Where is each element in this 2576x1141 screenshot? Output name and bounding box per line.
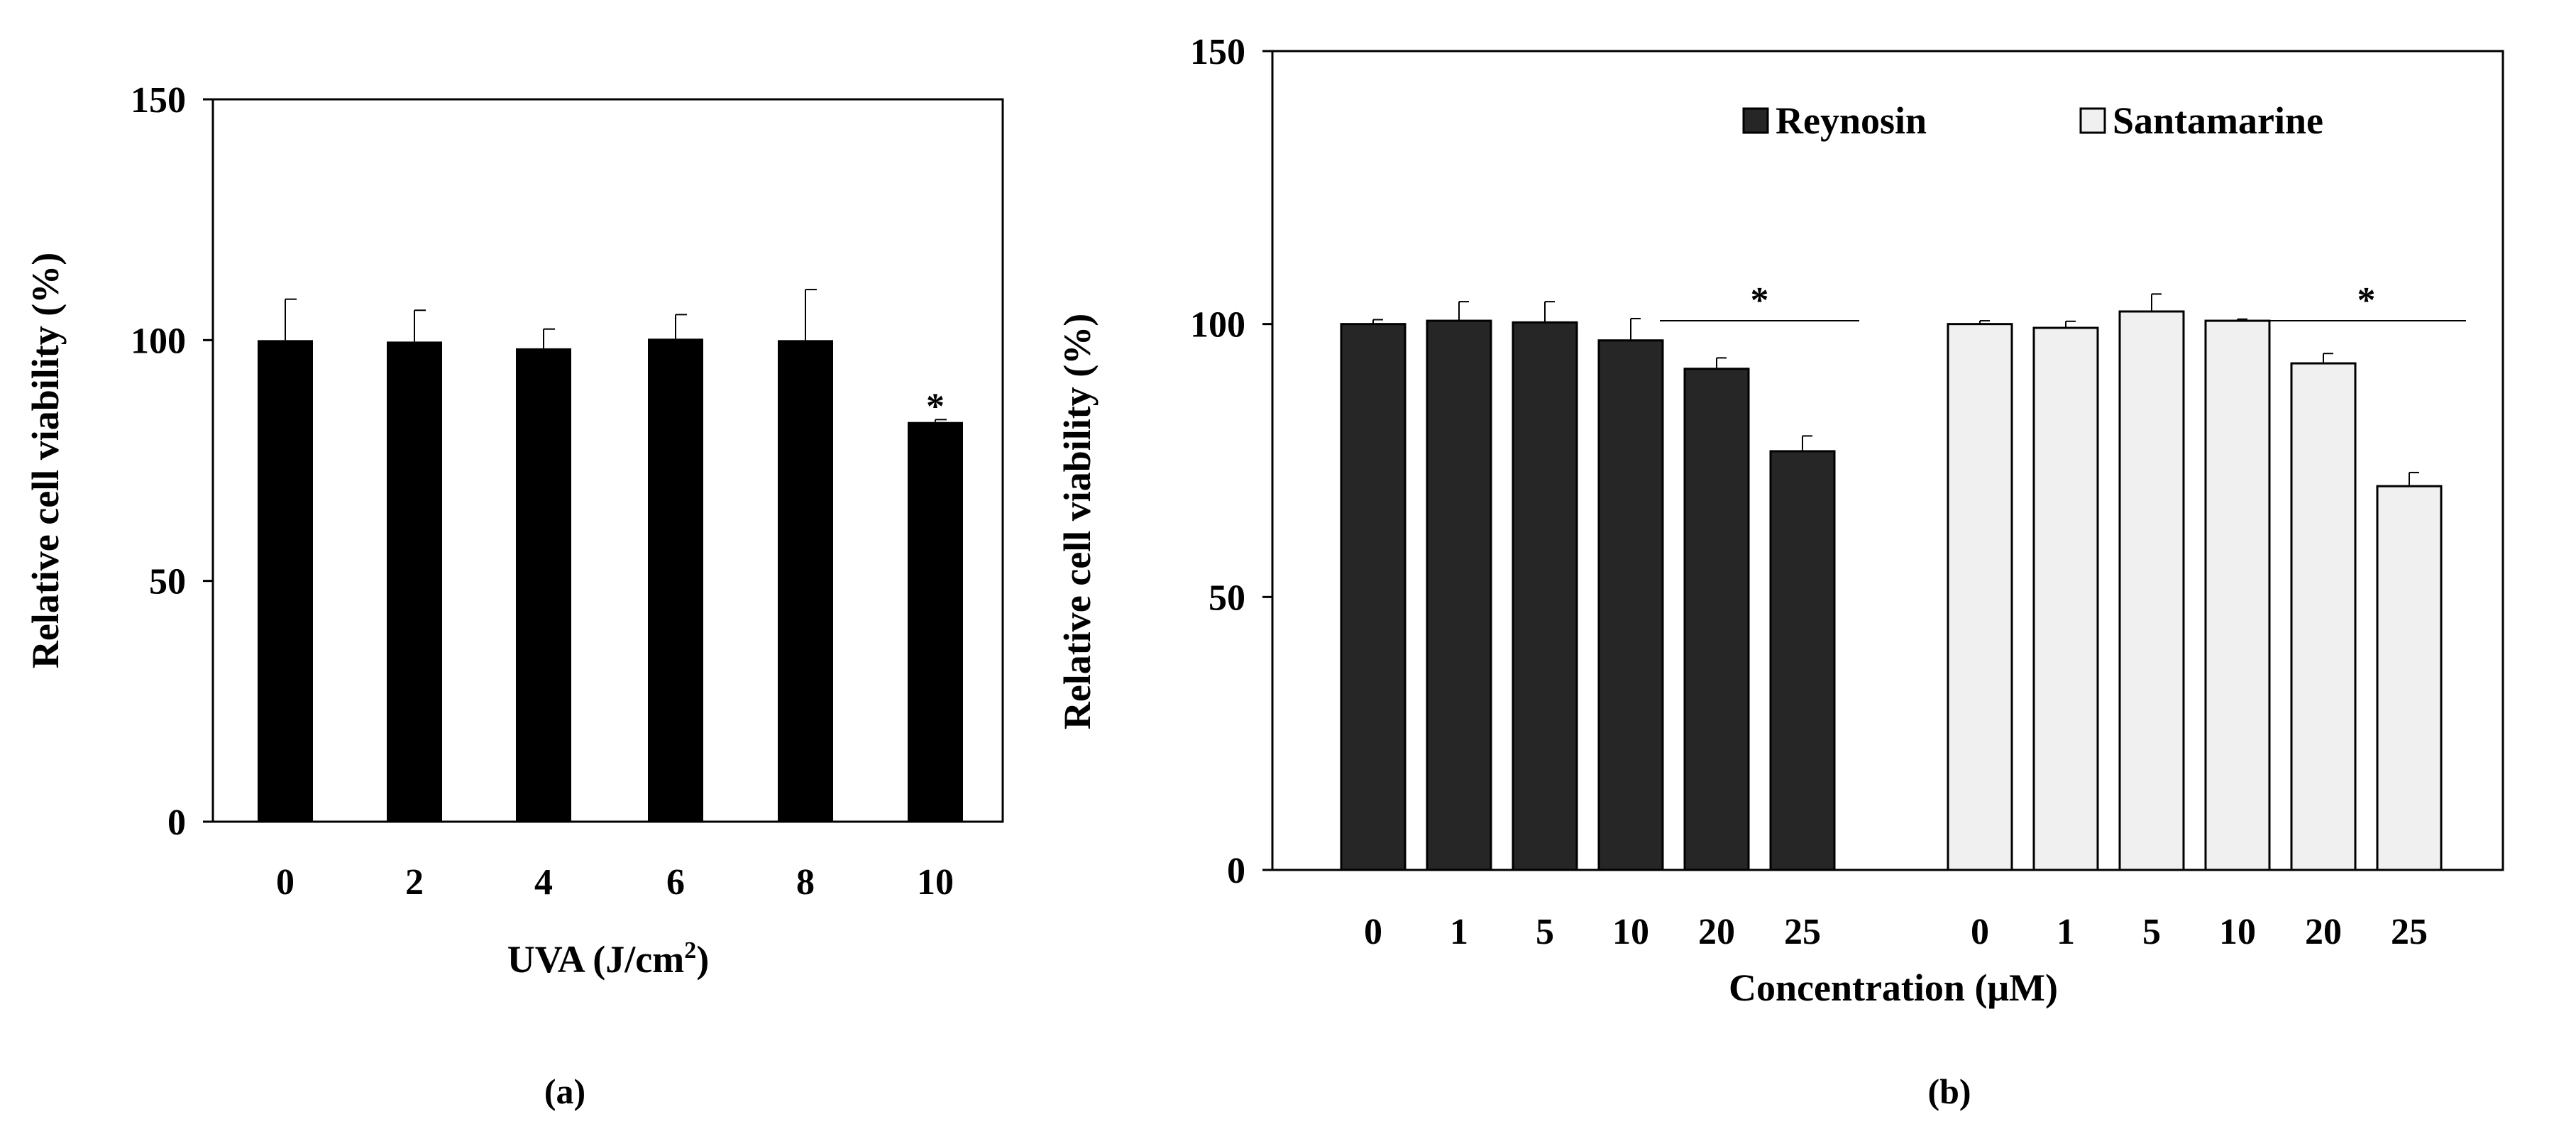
panel-b-x-tick-label: 25	[2391, 912, 2428, 952]
panel-b-x-tick-label: 10	[1612, 912, 1649, 952]
panel-a-plot-frame	[211, 98, 1004, 823]
panel-b-chart: 0 50 100 150 0 1 5 10 20 25 0 1 5 10 20 25 * * Reynosin …	[1056, 32, 2504, 1111]
panel-b-legend: Reynosin Santamarine	[1742, 99, 2323, 142]
panel-a-y-tick-label: 100	[131, 321, 186, 361]
panel-b-x-tick-label: 1	[2057, 912, 2075, 952]
panel-a-x-tick-label: 6	[666, 862, 685, 903]
panel-b-y-tick-label: 150	[1190, 32, 1245, 72]
panel-a-significance-star: *	[926, 386, 945, 426]
panel-b-plot-frame	[1271, 50, 2504, 871]
panel-b-bar-reynosin	[1512, 321, 1578, 871]
panel-b-bar-santamarine	[2204, 319, 2271, 871]
panel-b-x-tick-label: 1	[1450, 912, 1468, 952]
panel-b-bar-santamarine	[2290, 362, 2357, 871]
panel-a-x-tick-label: 0	[276, 862, 295, 903]
panel-a-bar	[516, 348, 571, 822]
panel-a-x-tick-label: 4	[534, 862, 553, 903]
panel-b-bars: 0 1 5 10 20 25 0 1 5 10 20 25 * *	[1340, 280, 2466, 952]
panel-a-y-tick-label: 50	[149, 562, 186, 602]
panel-b-y-axis-title: Relative cell viability (%)	[1056, 314, 1099, 729]
panel-b-significance-star: *	[1751, 280, 1769, 321]
panel-b-bar-reynosin	[1769, 450, 1836, 871]
panel-a-bars: 0 2 4 6 8 10 *	[258, 289, 963, 903]
panel-b-bar-santamarine	[1947, 323, 2013, 871]
panel-b-bar-reynosin	[1340, 323, 1407, 871]
legend-label-reynosin: Reynosin	[1776, 99, 1927, 142]
panel-a-bar	[908, 421, 963, 822]
panel-b-label: (b)	[1927, 1071, 1971, 1111]
panel-a-chart: 0 50 100 150 0 2 4 6 8 10 * Relative cell viabili…	[24, 80, 1004, 1111]
panel-a-x-tick-label: 8	[796, 862, 815, 903]
panel-b-bar-santamarine	[2376, 485, 2443, 871]
panel-a-bar	[387, 341, 442, 822]
panel-a-x-axis-title: UVA (J/cm2)	[507, 937, 709, 981]
panel-b-x-tick-label: 5	[1536, 912, 1554, 952]
panel-b-x-tick-label: 0	[1971, 912, 1989, 952]
panel-b-axis-ticks: 0 50 100 150	[1190, 32, 1272, 891]
panel-a-y-tick-label: 150	[131, 80, 186, 121]
panel-b-x-axis-title: Concentration (μM)	[1729, 966, 2058, 1009]
panel-b-significance-star: *	[2357, 280, 2376, 321]
panel-b-y-tick-label: 0	[1227, 851, 1245, 891]
panel-b-y-tick-label: 100	[1190, 305, 1245, 346]
panel-a-bar	[648, 338, 703, 822]
panel-a-label: (a)	[544, 1071, 585, 1111]
panel-a-x-axis-superscript: 2	[684, 937, 696, 964]
legend-swatch-reynosin	[1742, 107, 1769, 134]
panel-a-y-tick-label: 0	[167, 803, 186, 843]
panel-a-y-axis-title: Relative cell viability (%)	[24, 253, 67, 668]
panel-b-x-tick-label: 0	[1364, 912, 1382, 952]
panel-b-bar-santamarine	[2118, 310, 2185, 871]
panel-b-y-tick-label: 50	[1209, 578, 1245, 618]
panel-b-x-tick-label: 20	[1698, 912, 1735, 952]
panel-a-axis-ticks: 0 50 100 150	[131, 80, 213, 843]
legend-label-santamarine: Santamarine	[2113, 99, 2323, 142]
panel-b-x-tick-label: 20	[2305, 912, 2342, 952]
panel-b-bar-santamarine	[2032, 326, 2099, 871]
panel-b-x-tick-label: 10	[2219, 912, 2256, 952]
panel-a-bar	[258, 340, 313, 822]
panel-b-bar-reynosin	[1597, 339, 1664, 871]
panel-b-bar-reynosin	[1683, 368, 1750, 871]
panel-a-bar	[778, 340, 833, 822]
panel-b-x-tick-label: 5	[2142, 912, 2161, 952]
panel-a-x-tick-label: 10	[917, 862, 954, 903]
legend-swatch-santamarine	[2079, 107, 2106, 134]
panel-b-bar-reynosin	[1426, 319, 1492, 871]
panel-b-x-tick-label: 25	[1784, 912, 1821, 952]
panel-a-x-tick-label: 2	[405, 862, 424, 903]
